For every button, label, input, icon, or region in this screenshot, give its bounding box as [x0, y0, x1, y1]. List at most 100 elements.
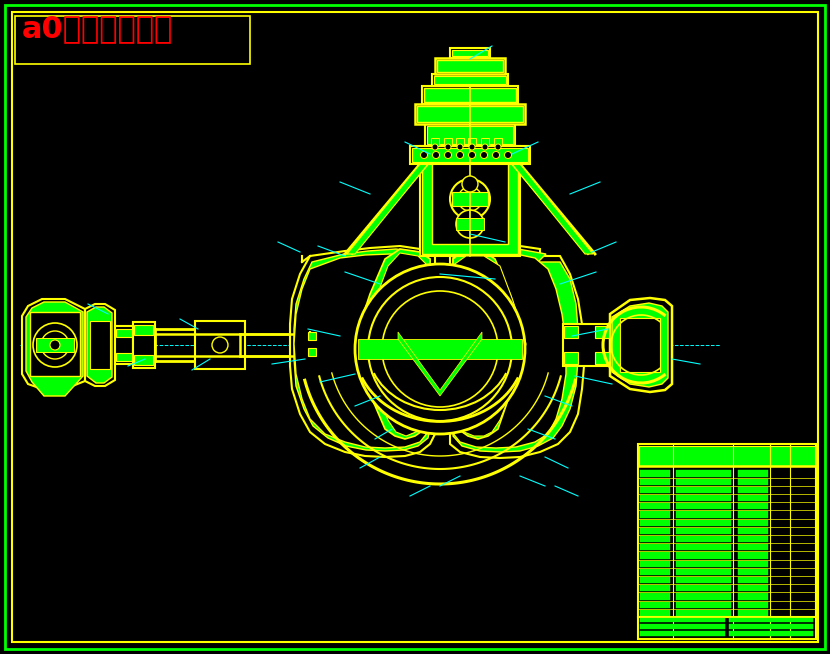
Bar — [412, 148, 528, 162]
Bar — [729, 631, 813, 636]
Polygon shape — [456, 218, 484, 230]
Bar — [738, 577, 768, 583]
Bar — [640, 544, 670, 551]
Bar — [640, 610, 670, 616]
Bar — [676, 569, 731, 575]
Circle shape — [432, 144, 438, 150]
Bar — [452, 50, 488, 56]
Bar — [676, 479, 731, 485]
Bar — [468, 138, 476, 146]
Bar — [432, 154, 508, 244]
Bar — [424, 88, 516, 102]
Bar — [435, 58, 505, 74]
Bar — [738, 495, 768, 501]
Bar — [676, 610, 731, 616]
Bar — [422, 146, 518, 254]
Polygon shape — [612, 303, 668, 387]
Bar — [639, 446, 815, 466]
Bar — [638, 444, 816, 639]
Circle shape — [212, 337, 228, 353]
Bar — [640, 495, 670, 501]
Bar — [640, 528, 670, 534]
Circle shape — [458, 187, 482, 211]
Bar — [640, 487, 670, 493]
Bar — [640, 631, 725, 636]
Polygon shape — [610, 298, 672, 392]
Bar — [456, 138, 464, 146]
Bar — [738, 511, 768, 517]
Bar — [640, 560, 670, 567]
Polygon shape — [22, 299, 85, 389]
Bar — [133, 322, 155, 368]
Polygon shape — [356, 249, 430, 439]
Polygon shape — [362, 253, 428, 436]
Bar — [30, 312, 80, 376]
Circle shape — [495, 144, 501, 150]
Circle shape — [445, 152, 452, 158]
Circle shape — [457, 152, 463, 158]
Polygon shape — [87, 307, 112, 383]
Bar — [481, 138, 489, 146]
Bar — [417, 106, 523, 122]
Circle shape — [382, 291, 498, 407]
Bar — [134, 355, 153, 365]
Polygon shape — [453, 248, 578, 452]
Circle shape — [50, 340, 60, 350]
Bar — [422, 86, 518, 104]
Bar — [640, 624, 725, 629]
Bar — [564, 326, 578, 338]
Bar — [676, 528, 731, 534]
Bar — [595, 326, 609, 338]
Bar — [640, 593, 670, 600]
Bar — [134, 325, 153, 335]
Circle shape — [492, 152, 500, 158]
Bar — [676, 511, 731, 517]
Polygon shape — [450, 246, 584, 458]
Bar — [738, 470, 768, 477]
Bar — [640, 503, 670, 509]
Bar — [738, 519, 768, 526]
Bar — [676, 577, 731, 583]
Circle shape — [456, 210, 484, 238]
Circle shape — [421, 152, 427, 158]
Circle shape — [450, 179, 490, 219]
Bar — [425, 124, 515, 146]
Bar — [640, 519, 670, 526]
Bar — [738, 536, 768, 542]
Bar — [676, 495, 731, 501]
Bar — [640, 569, 670, 575]
Bar — [676, 470, 731, 477]
Polygon shape — [26, 302, 83, 396]
Bar — [738, 544, 768, 551]
Circle shape — [368, 277, 512, 421]
Polygon shape — [452, 256, 526, 436]
Bar — [640, 585, 670, 591]
Bar — [640, 470, 670, 477]
Bar — [738, 553, 768, 559]
Bar — [676, 536, 731, 542]
Bar — [738, 593, 768, 600]
Bar — [494, 138, 502, 146]
Polygon shape — [452, 192, 488, 206]
Circle shape — [445, 144, 451, 150]
Circle shape — [355, 264, 525, 434]
Bar — [676, 602, 731, 608]
Bar — [195, 321, 245, 369]
Bar — [563, 324, 611, 366]
Bar — [738, 585, 768, 591]
Bar — [410, 146, 530, 164]
Bar — [116, 329, 132, 337]
Bar — [564, 352, 578, 364]
Polygon shape — [85, 304, 115, 386]
Bar — [738, 503, 768, 509]
Bar — [738, 560, 768, 567]
Bar — [676, 585, 731, 591]
Polygon shape — [290, 246, 435, 457]
Circle shape — [432, 152, 440, 158]
Bar — [595, 352, 609, 364]
Bar — [676, 560, 731, 567]
Bar — [434, 76, 506, 84]
Circle shape — [482, 144, 488, 150]
Bar — [415, 104, 525, 124]
Bar — [427, 126, 513, 144]
